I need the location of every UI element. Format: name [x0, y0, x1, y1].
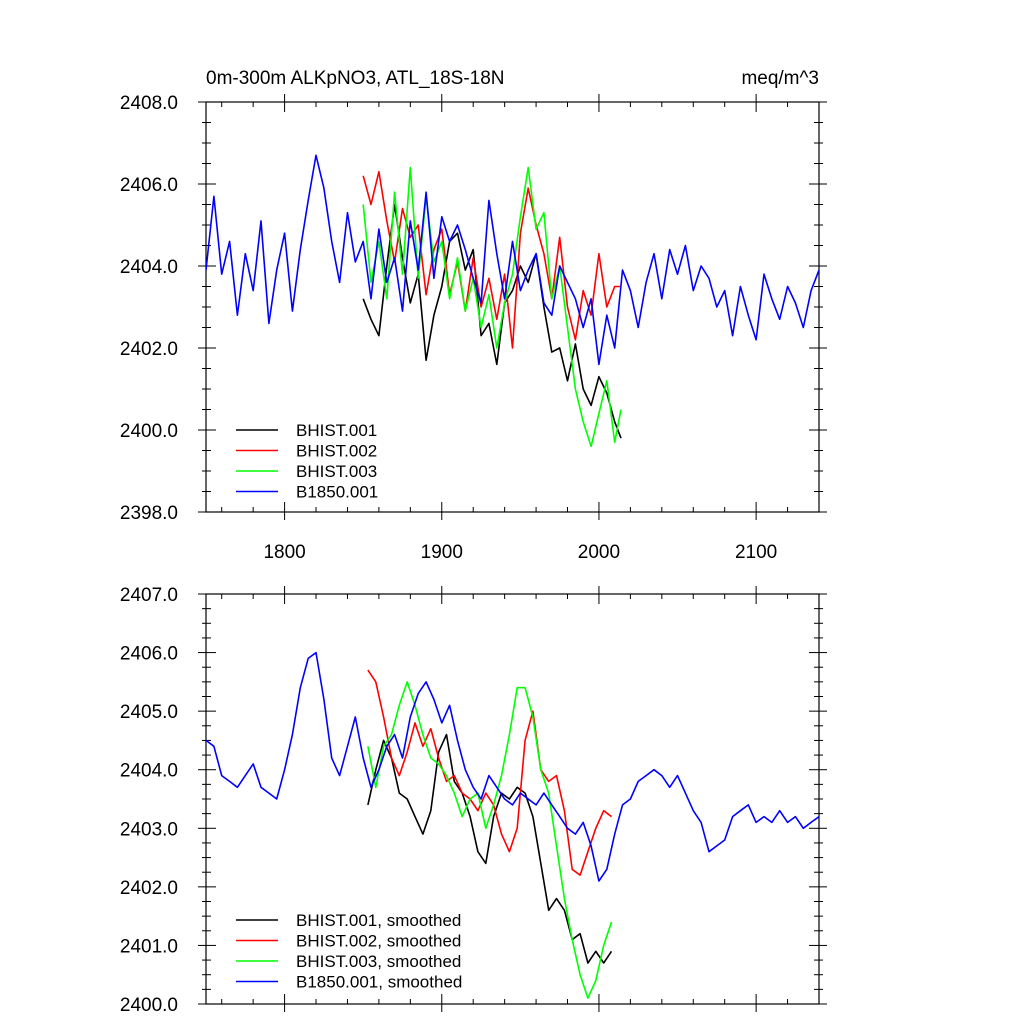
legend-label-3: B1850.001, smoothed — [296, 973, 462, 992]
y-tick-label: 2400.0 — [120, 421, 178, 442]
y-tick-label: 2402.0 — [120, 878, 178, 899]
series-line-2 — [367, 681, 613, 999]
y-tick-label: 2408.0 — [120, 93, 178, 114]
series-group — [206, 154, 819, 448]
series-line-3 — [206, 651, 819, 882]
series-line-3 — [206, 154, 819, 366]
legend-label-0: BHIST.001, smoothed — [296, 911, 461, 930]
series-line-2 — [362, 166, 622, 448]
x-tick-label: 1900 — [421, 542, 463, 563]
series-group — [206, 651, 819, 999]
y-tick-label: 2400.0 — [120, 995, 178, 1016]
legend-label-2: BHIST.003, smoothed — [296, 952, 461, 971]
y-tick-label: 2403.0 — [120, 819, 178, 840]
x-tick-label: 2000 — [578, 542, 620, 563]
chart-units: meq/m^3 — [741, 68, 819, 89]
y-tick-label: 2401.0 — [120, 936, 178, 957]
y-tick-label: 2406.0 — [120, 175, 178, 196]
legend-label-2: BHIST.003 — [296, 462, 377, 481]
x-tick-label: 1800 — [263, 542, 305, 563]
y-tick-label: 2398.0 — [120, 503, 178, 524]
chart-title: 0m-300m ALKpNO3, ATL_18S-18N — [206, 68, 505, 89]
y-tick-label: 2404.0 — [120, 761, 178, 782]
legend-label-3: B1850.001 — [296, 483, 378, 502]
y-tick-label: 2404.0 — [120, 257, 178, 278]
y-tick-label: 2402.0 — [120, 339, 178, 360]
legend-label-1: BHIST.002 — [296, 442, 377, 461]
panel-bottom: 2400.0 2401.0 2402.0 2403.0 2404.0 2405.0 2406… — [120, 585, 827, 1016]
series-line-1 — [367, 669, 612, 876]
x-tick-label: 2100 — [735, 542, 777, 563]
panel-top: 0m-300m ALKpNO3, ATL_18S-18N meq/m^3 2398.… — [120, 68, 827, 563]
y-tick-label: 2406.0 — [120, 644, 178, 665]
series-line-0 — [362, 203, 622, 439]
legend-label-0: BHIST.001 — [296, 421, 377, 440]
y-tick-label: 2405.0 — [120, 702, 178, 723]
legend-label-1: BHIST.002, smoothed — [296, 932, 461, 951]
y-tick-label: 2407.0 — [120, 585, 178, 606]
